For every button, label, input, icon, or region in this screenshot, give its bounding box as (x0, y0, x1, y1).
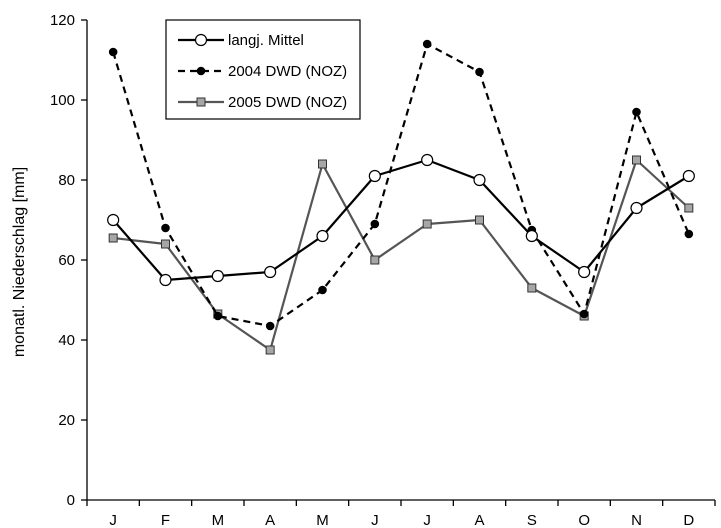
series-line (112, 158, 690, 282)
dot-marker (684, 229, 694, 239)
legend-entry: 2004 DWD (NOZ) (178, 63, 347, 80)
x-tick-label: F (161, 512, 170, 528)
x-tick-label: D (683, 512, 694, 528)
square-marker (527, 283, 537, 293)
series-layer (107, 39, 695, 355)
x-tick-label: J (109, 512, 117, 528)
square-marker (108, 233, 118, 243)
dot-marker (108, 47, 118, 57)
y-tick-label: 20 (58, 412, 75, 429)
dot-marker (370, 219, 380, 229)
square-marker (422, 219, 432, 229)
square-marker (318, 159, 327, 169)
legend-circle-marker (194, 33, 208, 47)
x-tick-label: M (316, 512, 329, 528)
y-tick-label: 80 (58, 172, 75, 189)
legend: langj. Mittel 2004 DWD (NOZ) 2005 DWD (NOZ… (165, 19, 361, 120)
dot-marker (475, 67, 484, 77)
legend-square-marker (196, 97, 206, 107)
x-tick-label: M (212, 512, 225, 528)
legend-label: 2005 DWD (NOZ) (228, 94, 347, 111)
square-marker (265, 345, 275, 355)
legend-entry: 2005 DWD (NOZ) (178, 94, 347, 111)
y-tick-label: 120 (50, 12, 75, 29)
circle-marker (525, 229, 538, 243)
circle-marker (473, 173, 486, 187)
legend-dot-marker (196, 66, 206, 76)
square-marker (632, 155, 641, 165)
dot-marker (213, 311, 223, 321)
dot-marker (422, 39, 432, 49)
dot-marker (632, 107, 641, 117)
circle-marker (264, 265, 277, 279)
square-marker (161, 239, 170, 249)
series-line (112, 42, 690, 328)
circle-marker (316, 229, 329, 243)
y-tick-label: 40 (58, 332, 75, 349)
circle-marker (368, 169, 381, 183)
dot-marker (161, 223, 170, 233)
x-tick-label: J (423, 512, 431, 528)
dot-marker (265, 321, 275, 331)
circle-marker (211, 269, 224, 283)
x-tick-label: J (371, 512, 379, 528)
circle-marker (682, 169, 695, 183)
square-marker (684, 203, 694, 213)
circle-marker (578, 265, 591, 279)
circle-marker (630, 201, 643, 215)
legend-label: langj. Mittel (228, 32, 304, 49)
y-tick-label: 0 (67, 492, 75, 509)
legend-entry: langj. Mittel (178, 32, 304, 49)
x-tick-label: A (474, 512, 484, 528)
y-tick-label: 60 (58, 252, 75, 269)
series-0 (107, 153, 695, 287)
x-tick-label: O (578, 512, 590, 528)
dot-marker (579, 309, 589, 319)
series-line (113, 158, 690, 352)
x-tick-label: S (527, 512, 537, 528)
circle-marker (421, 153, 434, 167)
square-marker (370, 255, 380, 265)
legend-label: 2004 DWD (NOZ) (228, 63, 347, 80)
y-tick-label: 100 (50, 92, 75, 109)
circle-marker (159, 273, 172, 287)
x-tick-label: A (265, 512, 275, 528)
dot-marker (318, 285, 327, 295)
x-tick-label: N (631, 512, 642, 528)
series-2 (108, 155, 694, 355)
square-marker (475, 215, 484, 225)
chart-axes: 0 20 40 60 80 100 120 J F M A M J J A S O N D (50, 12, 716, 528)
y-axis-label: monatl. Niederschlag [mm] (11, 167, 28, 357)
circle-marker (107, 213, 120, 227)
